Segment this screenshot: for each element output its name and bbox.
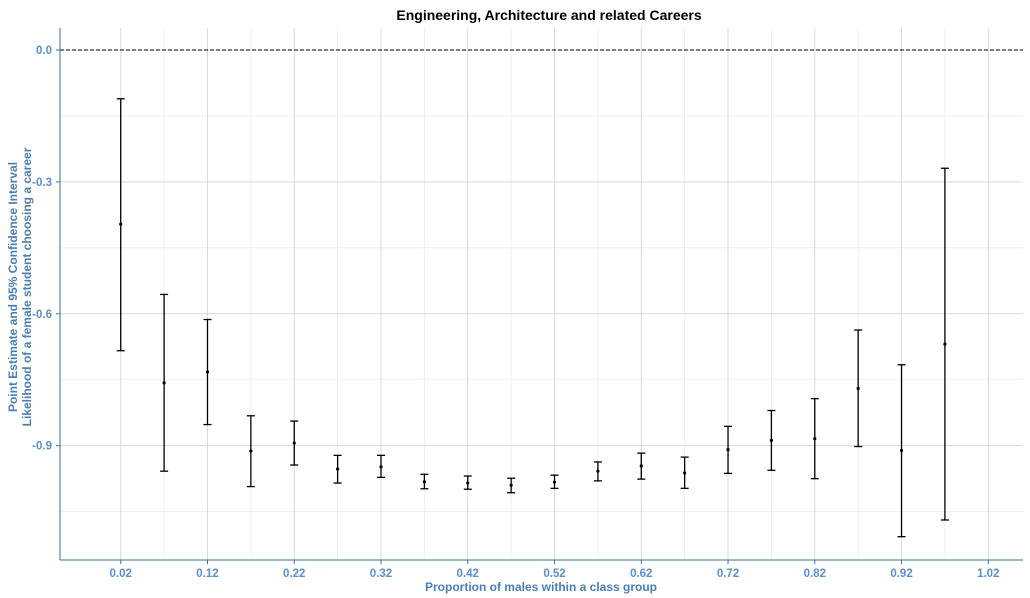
error-bar [507,477,516,494]
error-bar [940,167,949,521]
x-tick-label: 0.12 [196,568,218,580]
point-estimate [596,469,600,473]
y-axis-title-line-2: Likelihood of a female student choosing … [20,147,34,426]
point-estimate [726,448,730,452]
error-bar [593,461,602,482]
point-estimate [162,381,166,385]
point-estimate [552,480,557,484]
point-estimate [336,467,340,471]
y-tick-label: -0.3 [32,177,52,189]
x-tick-label: 0.32 [370,568,392,580]
y-tick-label: -0.6 [32,309,52,321]
point-estimate [249,449,253,453]
chart-title: Engineering, Architecture and related Ca… [396,7,701,23]
error-bar [160,293,169,472]
error-bar [333,454,342,484]
error-bar [377,454,385,478]
y-axis-title-line-1: Point Estimate and 95% Confidence Interv… [6,162,20,412]
point-estimate [899,448,904,453]
error-bar [463,475,472,490]
error-bar [637,452,646,480]
error-bar [203,318,212,426]
point-estimate [119,222,123,226]
point-estimate [943,342,947,346]
x-axis-title: Proportion of males within a class group [425,580,657,594]
x-tick-label: 0.82 [804,568,826,580]
error-bar [680,456,689,489]
x-tick-label: 0.02 [110,568,132,580]
point-estimate [769,438,774,443]
error-bars [116,98,949,538]
x-tick-label: 0.62 [630,568,652,580]
point-estimate [639,464,643,468]
x-tick-label: 1.02 [977,568,999,580]
x-tick-label: 0.42 [457,568,479,580]
error-bar [420,473,429,490]
tick-labels: 0.02 0.12 0.22 0.32 0.42 0.52 0.62 0.72 0.82 0.92… [32,45,999,580]
error-bar [550,474,559,489]
x-tick-label: 0.22 [283,568,305,580]
point-estimate [422,480,426,484]
x-tick-label: 0.72 [717,568,739,580]
x-tick-label: 0.52 [543,568,565,580]
point-estimate [813,437,817,441]
error-bar [854,329,863,448]
error-bar [767,409,776,471]
point-estimate [683,471,687,475]
point-estimate [466,481,470,485]
error-bar [897,364,906,538]
error-bar [246,415,255,488]
point-estimate [292,441,296,445]
axes [56,28,1023,564]
point-estimate [856,386,860,391]
error-bar [116,98,125,352]
error-bar [724,425,733,475]
error-bar [290,420,299,466]
y-tick-label: 0.0 [36,45,52,57]
point-estimate [205,370,210,374]
point-estimate [379,465,383,469]
error-bar [810,397,819,480]
x-tick-label: 0.92 [890,568,912,580]
point-estimate [509,483,513,487]
y-tick-label: -0.9 [32,441,52,453]
